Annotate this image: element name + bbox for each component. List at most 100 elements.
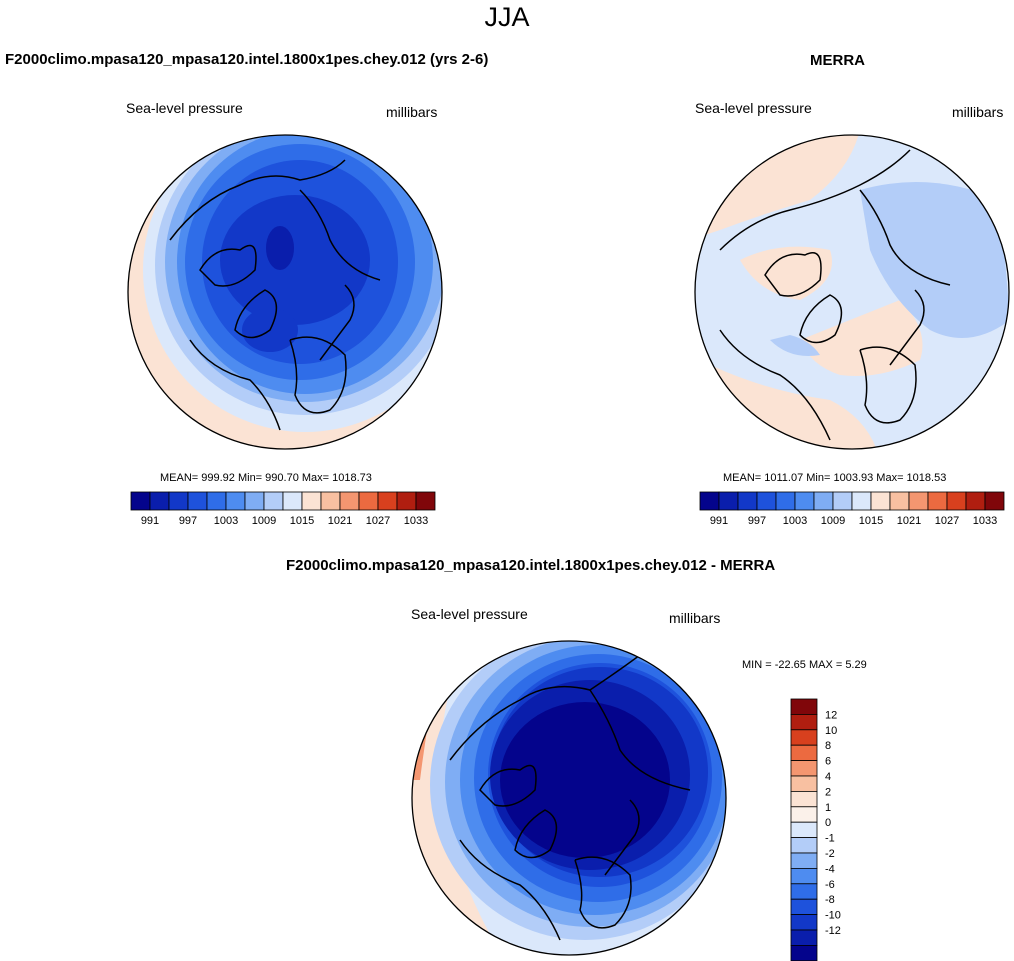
panel-2-colorbar-swatch [984, 491, 1005, 511]
panel-3-colorbar-swatch [790, 898, 818, 916]
panel-2-colorbar-swatch [718, 491, 739, 511]
panel-2-colorbar-tick-label: 1021 [897, 515, 921, 527]
panel-1-colorbar-tick-label: 1021 [328, 515, 352, 527]
panel-1-colorbar-tick-label: 991 [141, 515, 159, 527]
panel-3-colorbar-swatch [790, 714, 818, 731]
panel-1-colorbar-tick-label: 1003 [214, 515, 238, 527]
panel-2-colorbar-tick-label: 1027 [935, 515, 959, 527]
panel-1-colorbar-swatch [320, 491, 341, 511]
panel-2-colorbar-swatch [699, 491, 720, 511]
panel-3-colorbar-swatch [790, 698, 818, 715]
panel-3-colorbar-tick-label: 2 [825, 786, 831, 798]
panel-2-map-border [694, 134, 1010, 450]
panel-2-colorbar-swatch [775, 491, 796, 511]
panel-3-units: millibars [669, 610, 721, 626]
panel-3-map-border [411, 640, 727, 956]
panel-1-colorbar-tick-label: 1015 [290, 515, 314, 527]
panel-2-map [695, 135, 1009, 449]
panel-3-colorbar-swatch [790, 837, 818, 854]
panel-3-colorbar-swatch [790, 729, 818, 746]
panel-1-colorbar-tick-label: 1009 [252, 515, 276, 527]
panel-3-coastlines [449, 654, 691, 941]
panel-2-colorbar-tick-label: 1033 [973, 515, 997, 527]
panel-2-colorbar-swatch [794, 491, 815, 511]
panel-1-stats: MEAN= 999.92 Min= 990.70 Max= 1018.73 [160, 472, 372, 484]
panel-3-colorbar-tick-label: 0 [825, 817, 831, 829]
panel-3-colorbar-tick-label: -4 [825, 863, 835, 875]
panel-3-colorbar-swatch [790, 868, 818, 885]
panel-1-colorbar-swatch [282, 491, 303, 511]
panel-3-colorbar-swatch [790, 852, 818, 869]
panel-3-colorbar-tick-label: 4 [825, 771, 831, 783]
panel-1-map [128, 135, 442, 449]
panel-2-colorbar-swatch [756, 491, 777, 511]
panel-3-colorbar-swatch [790, 914, 818, 931]
panel-3-colorbar-swatch [790, 806, 818, 823]
panel-1-colorbar-tick-label: 1027 [366, 515, 390, 527]
panel-3-colorbar-swatch [790, 929, 818, 946]
panel-3-colorbar-tick-label: -8 [825, 894, 835, 906]
panel-1-colorbar-swatch [358, 491, 379, 511]
panel-1-map-border [127, 134, 443, 450]
panel-2-colorbar-tick-label: 1015 [859, 515, 883, 527]
panel-1-title: F2000climo.mpasa120_mpasa120.intel.1800x… [5, 51, 489, 68]
panel-1-colorbar-tick-label: 997 [179, 515, 197, 527]
panel-2-colorbar-swatch [832, 491, 853, 511]
panel-1-colorbar-swatch [339, 491, 360, 511]
panel-3-colorbar-tick-label: 10 [825, 725, 837, 737]
panel-2-colorbar-swatch [870, 491, 891, 511]
panel-3-title: F2000climo.mpasa120_mpasa120.intel.1800x… [286, 557, 776, 574]
panel-2-stats: MEAN= 1011.07 Min= 1003.93 Max= 1018.53 [723, 472, 947, 484]
panel-1-colorbar-swatch [396, 491, 417, 511]
panel-3-map [412, 641, 726, 955]
panel-2-colorbar-tick-label: 1009 [821, 515, 845, 527]
panel-2-contour [800, 300, 923, 376]
panel-3-colorbar-tick-label: -12 [825, 925, 841, 937]
panel-2-variable: Sea-level pressure [695, 100, 812, 116]
panel-3-colorbar-tick-label: -10 [825, 910, 841, 922]
panel-3-colorbar-tick-label: -1 [825, 833, 835, 845]
panel-1-colorbar-swatch [130, 491, 151, 511]
panel-1-colorbar-swatch [206, 491, 227, 511]
panel-2-colorbar: 991 997 1003 1009 1015 1021 1027 1033 [699, 491, 1005, 527]
panel-3-colorbar-swatch [790, 821, 818, 839]
panel-3-colorbar-tick-label: -6 [825, 879, 835, 891]
panel-3-colorbar-swatch [790, 775, 818, 792]
panel-2-colorbar-swatch [813, 491, 834, 511]
panel-3-colorbar-swatch [790, 945, 818, 961]
panel-1-colorbar-swatch [301, 491, 322, 511]
panel-1-colorbar-swatch [225, 491, 246, 511]
panel-3-colorbar-tick-label: 1 [825, 802, 831, 814]
panel-1-colorbar-swatch [244, 491, 265, 511]
panel-2-colorbar-swatch [737, 491, 758, 511]
panel-3-colorbar-swatch [790, 791, 818, 808]
panel-1-variable: Sea-level pressure [126, 100, 243, 116]
panel-1-colorbar: 991 997 1003 1009 1015 1021 1027 1033 [130, 491, 436, 527]
panel-2-contour [770, 335, 820, 356]
panel-1-colorbar-swatch [263, 491, 284, 511]
panel-1-colorbar-swatch [377, 491, 398, 511]
figure-title: JJA [484, 2, 530, 32]
panel-2-colorbar-swatch [889, 491, 910, 511]
panel-1-contour [266, 226, 294, 270]
panel-3-colorbar-tick-label: 6 [825, 756, 831, 768]
panel-3-contour [500, 702, 670, 858]
panel-2-colorbar-swatch [946, 491, 967, 511]
panel-2-units: millibars [952, 104, 1004, 120]
panel-2-colorbar-tick-label: 991 [710, 515, 728, 527]
panel-2-coastlines [719, 149, 951, 441]
panel-2-colorbar-tick-label: 1003 [783, 515, 807, 527]
panel-3-colorbar-swatch [790, 760, 818, 777]
panel-2-contour [860, 182, 1009, 338]
panel-2-colorbar-swatch [851, 491, 872, 511]
panel-1-colorbar-tick-label: 1033 [404, 515, 428, 527]
panel-2-colorbar-swatch [908, 491, 929, 511]
panel-1-colorbar-swatch [187, 491, 208, 511]
panel-3-colorbar-tick-label: 12 [825, 709, 837, 721]
panel-1-contour [220, 195, 370, 325]
panel-3-colorbar-tick-label: 8 [825, 740, 831, 752]
panel-2-contour [740, 246, 832, 300]
panel-3-colorbar-swatch [790, 883, 818, 900]
